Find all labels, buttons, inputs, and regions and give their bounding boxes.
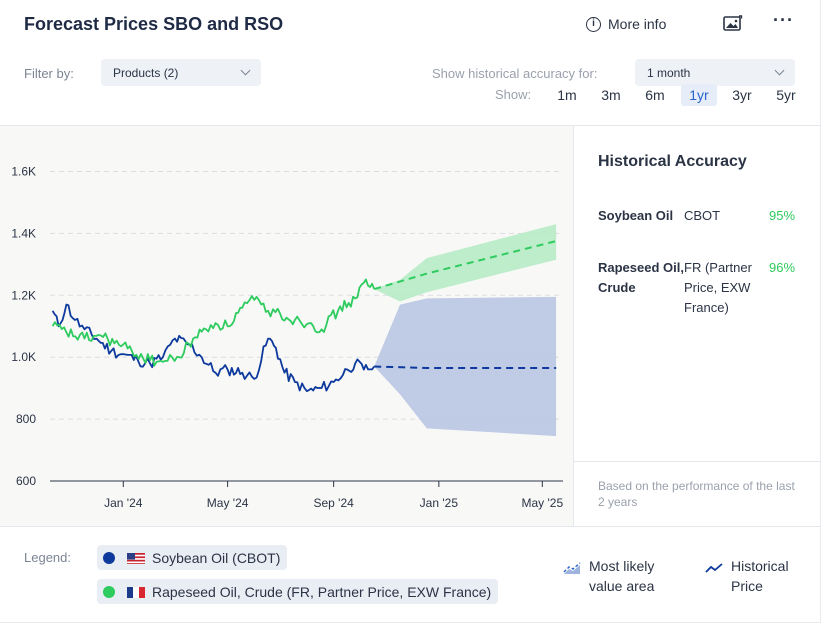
fr-flag-icon <box>127 586 145 598</box>
soybean-oil-forecast-band <box>374 296 557 437</box>
legend-item-soybean-oil[interactable]: Soybean Oil (CBOT) <box>97 545 288 570</box>
divider <box>0 125 821 126</box>
area-icon <box>563 562 581 574</box>
products-select[interactable]: Products (2) <box>101 59 261 86</box>
x-tick-label: May '25 <box>521 496 563 510</box>
legend-key-historical: Historical Price <box>705 556 801 596</box>
more-info-button[interactable]: i More info <box>586 16 666 32</box>
chevron-down-icon <box>240 65 251 76</box>
show-label: Show: <box>495 87 532 102</box>
x-tick-label: Jan '24 <box>104 496 143 510</box>
us-flag-icon <box>127 552 145 564</box>
legend-item-rapeseed-oil[interactable]: Rapeseed Oil, Crude (FR, Partner Price, … <box>97 579 499 604</box>
more-options-icon[interactable]: ··· <box>773 10 794 30</box>
accuracy-exchange: CBOT <box>684 208 721 223</box>
accuracy-product-name: Rapeseed Oil, Crude <box>598 260 684 295</box>
accuracy-select-value: 1 month <box>647 65 691 80</box>
x-tick-label: May '24 <box>207 496 249 510</box>
y-tick-label: 1.2K <box>11 288 36 302</box>
image-icon[interactable] <box>723 15 743 33</box>
range-button-3yr[interactable]: 3yr <box>732 87 752 103</box>
range-button-1m[interactable]: 1m <box>557 87 577 103</box>
range-button-5yr[interactable]: 5yr <box>776 87 796 103</box>
info-icon: i <box>586 16 601 32</box>
range-button-3m[interactable]: 3m <box>601 87 621 103</box>
y-tick-label: 600 <box>16 474 36 488</box>
legend-item-label: Soybean Oil (CBOT) <box>152 549 281 566</box>
range-button-1yr[interactable]: 1yr <box>681 84 717 106</box>
accuracy-exchange: FR (Partner Price, EXW France) <box>684 260 752 315</box>
accuracy-label: Show historical accuracy for: <box>432 66 598 81</box>
products-select-value: Products (2) <box>113 65 179 80</box>
series-color-dot <box>103 585 115 598</box>
range-button-6m[interactable]: 6m <box>645 87 665 103</box>
legend-item-label: Rapeseed Oil, Crude (FR, Partner Price, … <box>152 583 492 600</box>
y-tick-label: 1.6K <box>11 164 36 178</box>
most-likely-label: Most likely value area <box>589 558 655 594</box>
accuracy-percent: 95% <box>769 208 796 223</box>
historical-accuracy-title: Historical Accuracy <box>598 153 747 170</box>
chevron-down-icon <box>774 65 785 76</box>
soybean-oil-forecast-line <box>374 365 557 369</box>
divider <box>0 526 821 527</box>
accuracy-note: Based on the performance of the last 2 y… <box>598 479 795 509</box>
historical-price-label: Historical Price <box>731 558 789 594</box>
x-tick-label: Sep '24 <box>313 496 354 510</box>
y-tick-label: 800 <box>16 412 36 426</box>
soybean-oil-historical-line <box>51 303 375 393</box>
x-tick-label: Jan '25 <box>420 496 459 510</box>
rapeseed-oil-forecast-line <box>373 240 557 291</box>
y-tick-label: 1.4K <box>11 226 36 240</box>
accuracy-select[interactable]: 1 month <box>635 59 795 86</box>
y-tick-label: 1.0K <box>11 350 36 364</box>
rapeseed-oil-forecast-band <box>374 224 557 302</box>
divider <box>574 461 821 462</box>
series-color-dot <box>103 551 115 564</box>
legend-label: Legend: <box>24 550 71 565</box>
line-icon <box>705 563 723 573</box>
filter-label: Filter by: <box>24 66 74 81</box>
accuracy-percent: 96% <box>769 260 796 275</box>
page-title: Forecast Prices SBO and RSO <box>24 14 284 34</box>
forecast-chart: 600 800 1.0K 1.2K 1.4K 1.6K Jan '24 May '24 Sep … <box>11 164 563 510</box>
more-info-label: More info <box>608 16 667 32</box>
accuracy-product-name: Soybean Oil <box>598 208 674 223</box>
rapeseed-oil-historical-line <box>51 278 376 367</box>
legend-key-most-likely: Most likely value area <box>563 556 669 596</box>
divider <box>573 126 574 526</box>
